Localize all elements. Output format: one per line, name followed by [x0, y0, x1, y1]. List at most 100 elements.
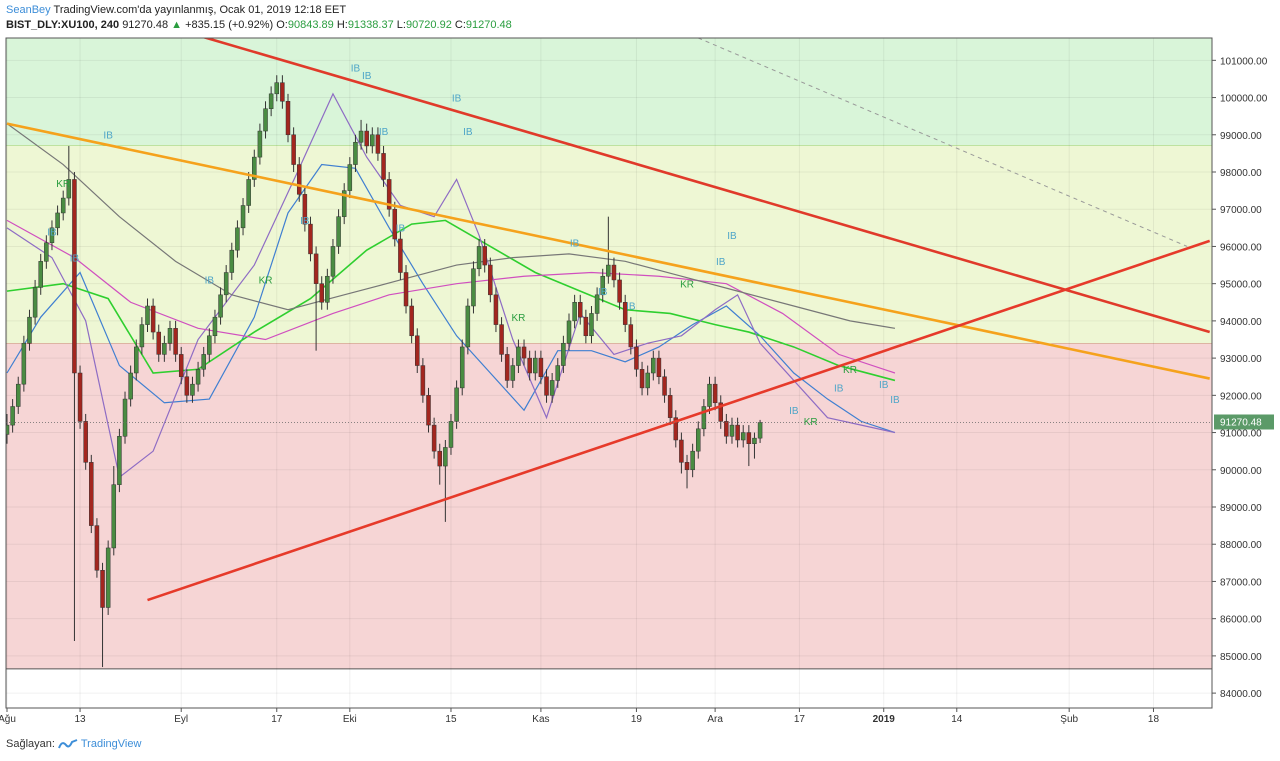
candle	[493, 287, 499, 333]
candle	[555, 358, 561, 388]
candle	[482, 239, 487, 273]
last-price-tag-text: 91270.48	[1220, 417, 1262, 428]
candle-body	[527, 357, 532, 374]
price-axis-label: 95000.00	[1220, 280, 1262, 291]
candle-body	[533, 357, 538, 374]
time-axis-label: Ara	[707, 714, 723, 725]
candle	[162, 335, 167, 362]
candle-body	[392, 208, 398, 240]
candle-body	[757, 422, 763, 439]
candle	[173, 320, 178, 362]
candle	[302, 186, 308, 232]
candle	[100, 562, 105, 668]
candle-body	[190, 383, 195, 396]
candle-body	[145, 305, 150, 325]
candle-body	[122, 398, 128, 437]
zone-2	[6, 343, 1212, 669]
candle-body	[443, 447, 448, 467]
price-axis-label: 96000.00	[1220, 242, 1262, 253]
candle	[178, 346, 184, 385]
tradingview-logo-icon	[58, 739, 78, 749]
candle-body	[679, 439, 684, 463]
candle	[645, 365, 650, 396]
candle-body	[173, 328, 178, 355]
candle	[364, 123, 369, 154]
price-axis-label: 99000.00	[1220, 131, 1262, 142]
signal-label: IB	[727, 231, 737, 242]
candle	[448, 413, 454, 455]
trendline-2[interactable]	[147, 239, 1211, 602]
candle	[341, 183, 347, 225]
low-value: 90720.92	[405, 19, 452, 31]
time-axis-label: Eyl	[174, 714, 188, 725]
candle	[544, 369, 549, 403]
candle	[77, 365, 83, 429]
signal-label: IB	[463, 127, 473, 138]
candle	[358, 119, 364, 150]
candle-body	[223, 272, 229, 296]
candle-body	[499, 324, 504, 355]
price-axis-label: 93000.00	[1220, 354, 1262, 365]
author-link[interactable]: SeanBey	[6, 4, 51, 16]
candle	[533, 350, 538, 381]
candle-body	[139, 324, 145, 348]
candle	[454, 380, 459, 429]
candle	[589, 306, 594, 344]
candle	[600, 268, 605, 303]
candle-body	[577, 302, 583, 318]
signal-label: IB	[626, 302, 636, 313]
close-label: C:	[454, 19, 466, 31]
candle-body	[105, 547, 111, 608]
candle-body	[521, 346, 527, 359]
candle	[611, 257, 617, 288]
candle	[420, 358, 426, 403]
candle	[83, 413, 88, 470]
signal-label: KR	[511, 313, 525, 324]
candle	[150, 298, 156, 340]
candle	[190, 376, 195, 403]
candle	[291, 127, 296, 172]
up-arrow-icon: ▲	[171, 19, 183, 31]
candle	[274, 75, 280, 102]
last-price-tag: 91270.48	[1214, 414, 1274, 430]
candle	[521, 339, 527, 366]
candle-body	[235, 227, 240, 251]
candle	[263, 101, 268, 139]
trendline-0[interactable]	[181, 31, 1211, 334]
candle	[308, 216, 313, 262]
candle	[746, 425, 752, 467]
candle-body	[229, 249, 235, 273]
candle	[212, 309, 218, 344]
signal-label: KR	[843, 365, 857, 376]
close-value: 91270.48	[465, 19, 512, 31]
time-axis-label: Ağu	[0, 714, 16, 725]
price-axis-label: 85000.00	[1220, 652, 1262, 663]
tradingview-link[interactable]: TradingView	[80, 738, 142, 750]
candle-body	[662, 376, 667, 396]
candle-body	[409, 305, 414, 337]
candle	[229, 242, 235, 280]
candle-body	[128, 372, 133, 400]
candle-body	[246, 179, 251, 206]
zone-1	[6, 145, 1212, 344]
candle	[156, 324, 161, 362]
candle-body	[111, 484, 117, 549]
signal-label: IB	[379, 127, 389, 138]
candle-body	[740, 432, 746, 441]
candle-body	[504, 354, 510, 381]
price-axis-label: 101000.00	[1220, 56, 1268, 67]
candle-body	[296, 164, 302, 195]
signal-label: IB	[47, 227, 57, 238]
trendline-1[interactable]	[6, 122, 1210, 380]
signal-label: IB	[351, 64, 361, 75]
candle	[66, 145, 72, 206]
trendline-3[interactable]	[698, 38, 1188, 247]
candle	[167, 320, 173, 351]
candle-body	[285, 101, 291, 136]
candle-body	[381, 153, 386, 180]
candle-body	[707, 383, 712, 407]
candle-body	[600, 275, 605, 296]
candle	[409, 298, 414, 344]
candle	[566, 313, 572, 351]
